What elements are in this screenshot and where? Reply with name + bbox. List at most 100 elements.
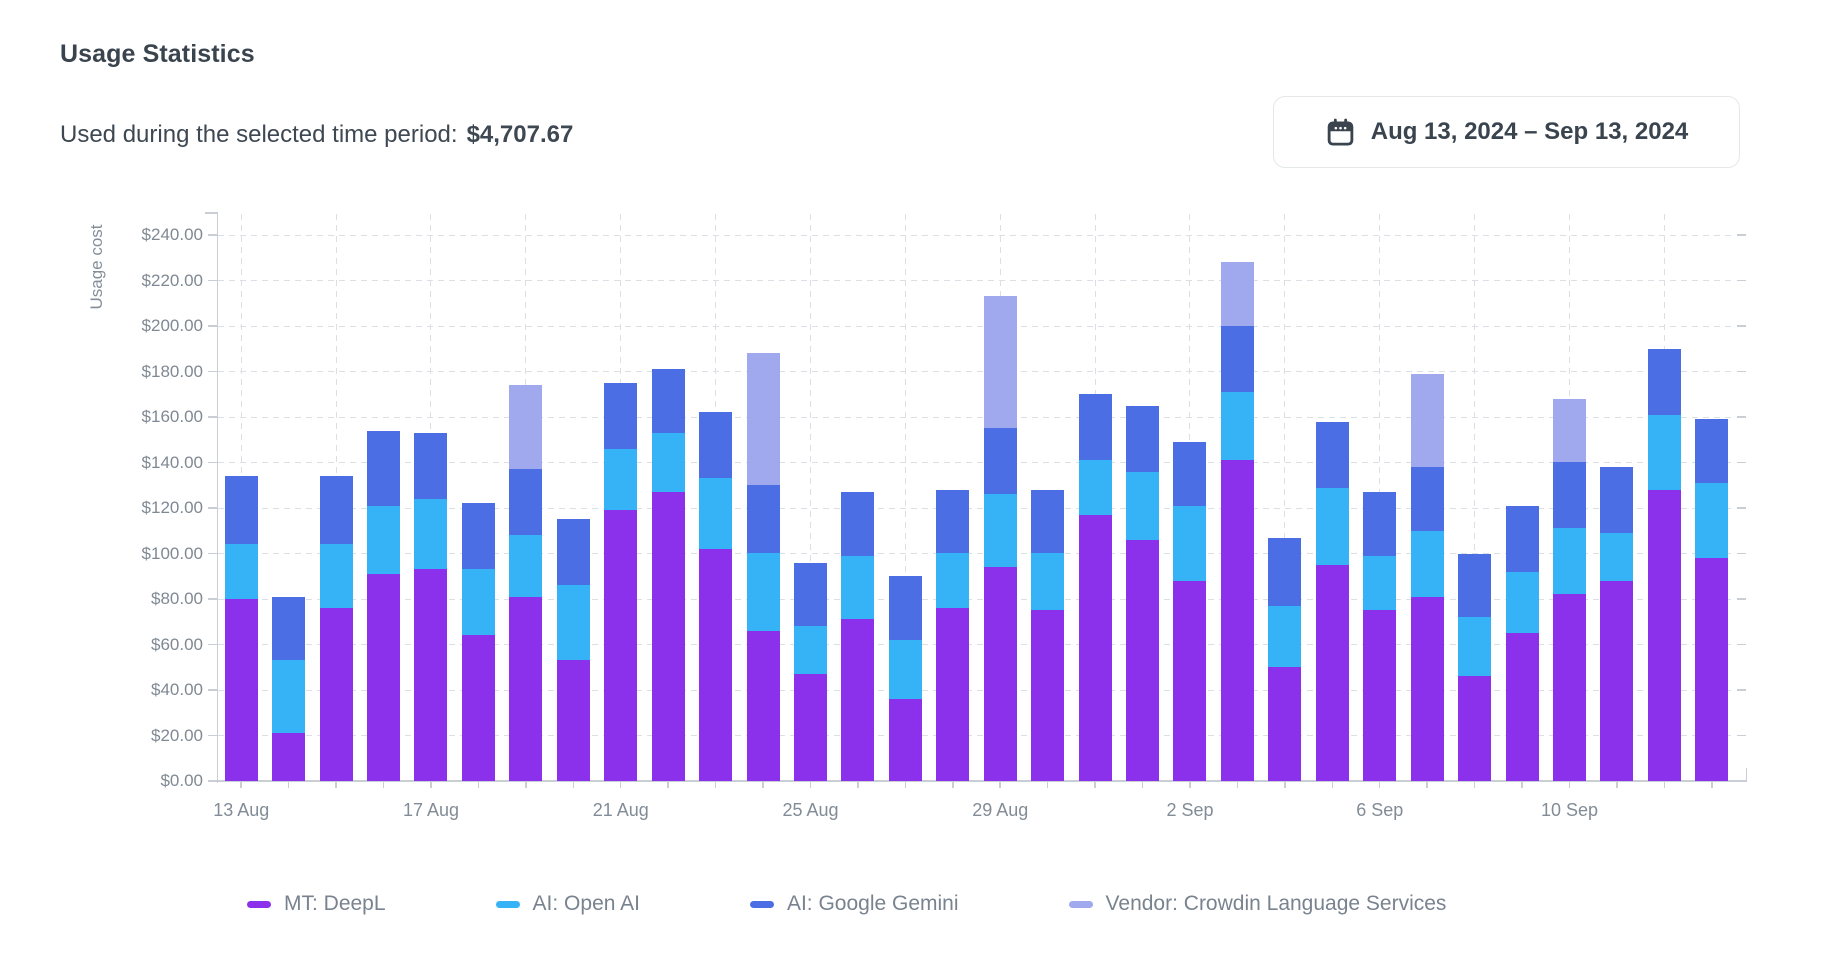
bar-segment-mt-deepl[interactable]: [1315, 564, 1349, 781]
bar-segment-ai-open-ai[interactable]: [888, 639, 922, 700]
bar-segment-ai-google-gemini[interactable]: [556, 519, 590, 586]
bar-segment-ai-open-ai[interactable]: [1363, 555, 1397, 611]
bar-segment-mt-deepl[interactable]: [1458, 676, 1492, 781]
bar-segment-mt-deepl[interactable]: [1552, 594, 1586, 781]
bar-segment-ai-open-ai[interactable]: [983, 494, 1017, 568]
bar-segment-ai-google-gemini[interactable]: [936, 489, 970, 554]
bar-segment-ai-open-ai[interactable]: [509, 535, 543, 597]
bar-segment-ai-open-ai[interactable]: [1173, 505, 1207, 581]
bar-segment-mt-deepl[interactable]: [1647, 489, 1681, 781]
bar-25-aug[interactable]: [793, 562, 827, 781]
bar-segment-mt-deepl[interactable]: [604, 510, 638, 781]
bar-7-sep[interactable]: [1410, 373, 1444, 781]
bar-segment-ai-open-ai[interactable]: [699, 478, 733, 549]
bar-28-aug[interactable]: [936, 489, 970, 781]
bar-segment-ai-open-ai[interactable]: [367, 505, 401, 574]
bar-segment-ai-open-ai[interactable]: [319, 544, 353, 609]
bar-segment-ai-google-gemini[interactable]: [224, 476, 258, 545]
bar-segment-ai-open-ai[interactable]: [1315, 487, 1349, 565]
bar-segment-mt-deepl[interactable]: [1363, 610, 1397, 781]
bar-29-aug[interactable]: [983, 296, 1017, 781]
bar-14-aug[interactable]: [272, 596, 306, 781]
bar-segment-ai-open-ai[interactable]: [272, 660, 306, 734]
bar-30-aug[interactable]: [1031, 489, 1065, 781]
bar-segment-ai-google-gemini[interactable]: [1363, 492, 1397, 556]
bar-20-aug[interactable]: [556, 519, 590, 781]
bar-segment-mt-deepl[interactable]: [1268, 667, 1302, 781]
bar-segment-vendor-crowdin-language-services[interactable]: [1552, 398, 1586, 463]
bar-segment-ai-google-gemini[interactable]: [983, 428, 1017, 495]
bar-segment-ai-open-ai[interactable]: [841, 555, 875, 620]
bar-6-sep[interactable]: [1363, 492, 1397, 781]
bar-segment-ai-google-gemini[interactable]: [414, 432, 448, 499]
bar-segment-mt-deepl[interactable]: [651, 492, 685, 781]
bar-segment-mt-deepl[interactable]: [1600, 580, 1634, 781]
bar-segment-mt-deepl[interactable]: [1126, 539, 1160, 781]
bar-segment-mt-deepl[interactable]: [1695, 558, 1729, 781]
bar-segment-mt-deepl[interactable]: [367, 573, 401, 781]
bar-segment-vendor-crowdin-language-services[interactable]: [509, 385, 543, 470]
bar-segment-ai-open-ai[interactable]: [1126, 471, 1160, 540]
bar-segment-ai-google-gemini[interactable]: [1647, 348, 1681, 415]
bar-11-sep[interactable]: [1600, 467, 1634, 781]
bar-segment-mt-deepl[interactable]: [888, 699, 922, 781]
bar-segment-ai-google-gemini[interactable]: [1695, 419, 1729, 483]
bar-segment-vendor-crowdin-language-services[interactable]: [746, 353, 780, 486]
bar-segment-ai-google-gemini[interactable]: [746, 485, 780, 554]
bar-segment-mt-deepl[interactable]: [1505, 633, 1539, 781]
bar-segment-ai-google-gemini[interactable]: [793, 562, 827, 627]
legend-item-ai-open-ai[interactable]: AI: Open AI: [495, 891, 640, 917]
bar-4-sep[interactable]: [1268, 537, 1302, 781]
date-range-button[interactable]: Aug 13, 2024 – Sep 13, 2024: [1273, 96, 1740, 168]
bar-17-aug[interactable]: [414, 432, 448, 781]
bar-segment-mt-deepl[interactable]: [1078, 514, 1112, 781]
bar-segment-ai-google-gemini[interactable]: [1220, 325, 1254, 392]
bar-segment-ai-google-gemini[interactable]: [1268, 537, 1302, 606]
bar-segment-ai-open-ai[interactable]: [651, 432, 685, 493]
bar-segment-ai-google-gemini[interactable]: [1031, 489, 1065, 554]
bar-segment-ai-open-ai[interactable]: [1695, 482, 1729, 559]
bar-segment-ai-google-gemini[interactable]: [1552, 462, 1586, 529]
bar-26-aug[interactable]: [841, 492, 875, 781]
bar-segment-ai-google-gemini[interactable]: [1078, 394, 1112, 461]
bar-segment-mt-deepl[interactable]: [414, 569, 448, 781]
bar-segment-ai-open-ai[interactable]: [414, 498, 448, 570]
bar-9-sep[interactable]: [1505, 505, 1539, 781]
bar-segment-ai-open-ai[interactable]: [1031, 553, 1065, 611]
bar-segment-mt-deepl[interactable]: [509, 596, 543, 781]
legend-item-vendor-crowdin-language-services[interactable]: Vendor: Crowdin Language Services: [1068, 891, 1446, 917]
bar-segment-ai-open-ai[interactable]: [793, 626, 827, 675]
bar-segment-mt-deepl[interactable]: [556, 660, 590, 781]
bar-segment-mt-deepl[interactable]: [319, 608, 353, 781]
legend-item-mt-deepl[interactable]: MT: DeepL: [247, 891, 386, 917]
bar-segment-ai-google-gemini[interactable]: [1505, 505, 1539, 572]
bar-23-aug[interactable]: [699, 412, 733, 781]
bar-segment-ai-open-ai[interactable]: [604, 448, 638, 511]
bar-segment-ai-google-gemini[interactable]: [1126, 405, 1160, 472]
bar-segment-ai-google-gemini[interactable]: [841, 492, 875, 556]
bar-segment-ai-open-ai[interactable]: [1220, 391, 1254, 461]
bar-5-sep[interactable]: [1315, 421, 1349, 781]
bar-segment-mt-deepl[interactable]: [224, 598, 258, 781]
bar-21-aug[interactable]: [604, 382, 638, 781]
bar-3-sep[interactable]: [1220, 262, 1254, 781]
bar-segment-mt-deepl[interactable]: [272, 733, 306, 781]
bar-segment-ai-google-gemini[interactable]: [604, 382, 638, 449]
bar-segment-ai-open-ai[interactable]: [746, 553, 780, 631]
bar-segment-ai-google-gemini[interactable]: [509, 469, 543, 536]
bar-segment-ai-google-gemini[interactable]: [319, 476, 353, 545]
bar-segment-mt-deepl[interactable]: [1410, 596, 1444, 781]
bar-segment-ai-google-gemini[interactable]: [1173, 442, 1207, 506]
bar-12-sep[interactable]: [1647, 348, 1681, 781]
bar-segment-ai-open-ai[interactable]: [556, 585, 590, 661]
legend-item-ai-google-gemini[interactable]: AI: Google Gemini: [749, 891, 959, 917]
bar-22-aug[interactable]: [651, 369, 685, 781]
bar-segment-mt-deepl[interactable]: [746, 630, 780, 781]
bar-segment-ai-open-ai[interactable]: [1647, 414, 1681, 490]
bar-segment-mt-deepl[interactable]: [793, 674, 827, 781]
bar-19-aug[interactable]: [509, 385, 543, 781]
bar-segment-mt-deepl[interactable]: [1031, 610, 1065, 781]
bar-segment-ai-open-ai[interactable]: [461, 569, 495, 636]
bar-segment-mt-deepl[interactable]: [699, 548, 733, 781]
bar-segment-ai-google-gemini[interactable]: [1600, 467, 1634, 534]
